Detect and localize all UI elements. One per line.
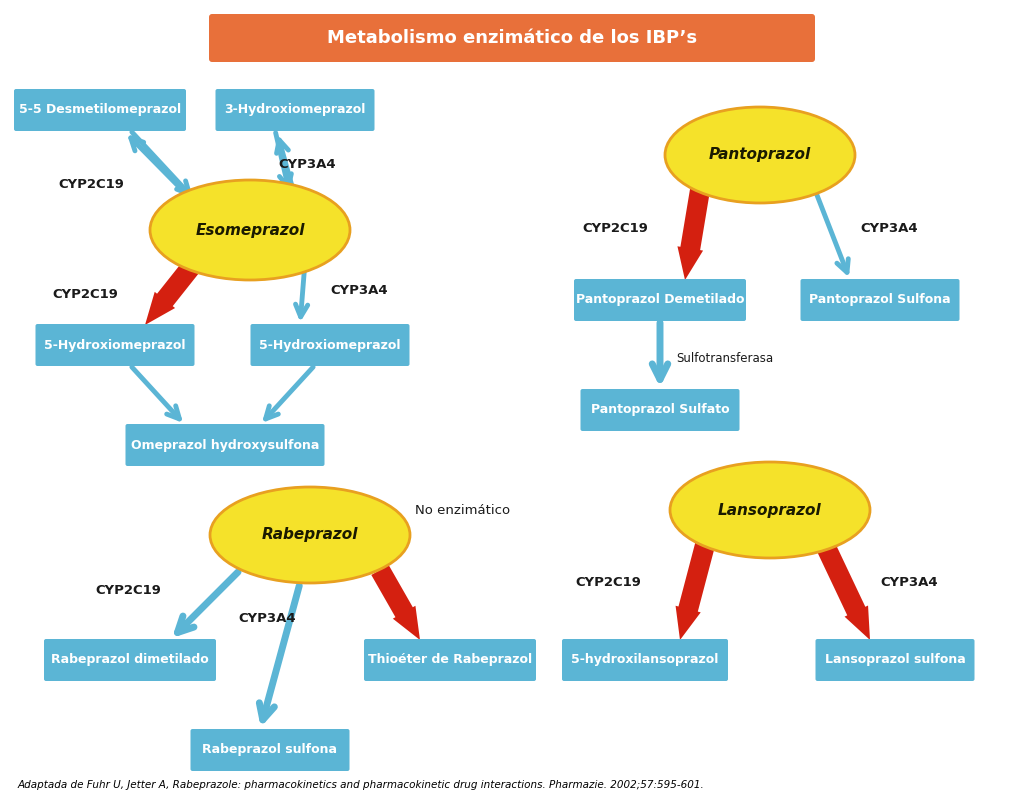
Text: 5-hydroxilansoprazol: 5-hydroxilansoprazol bbox=[571, 654, 719, 666]
Ellipse shape bbox=[150, 180, 350, 280]
FancyBboxPatch shape bbox=[14, 89, 186, 131]
Text: Lansoprazol: Lansoprazol bbox=[718, 503, 822, 517]
FancyBboxPatch shape bbox=[44, 639, 216, 681]
Text: CYP2C19: CYP2C19 bbox=[58, 179, 124, 192]
Ellipse shape bbox=[210, 487, 410, 583]
Text: Omeprazol hydroxysulfona: Omeprazol hydroxysulfona bbox=[131, 438, 319, 452]
Text: CYP2C19: CYP2C19 bbox=[52, 289, 118, 302]
Text: CYP3A4: CYP3A4 bbox=[238, 611, 296, 625]
FancyBboxPatch shape bbox=[126, 424, 325, 466]
FancyArrow shape bbox=[678, 188, 710, 280]
Text: Pantoprazol Demetilado: Pantoprazol Demetilado bbox=[575, 294, 744, 306]
FancyArrow shape bbox=[372, 565, 420, 640]
Text: CYP3A4: CYP3A4 bbox=[330, 283, 388, 297]
Text: Rabeprazol dimetilado: Rabeprazol dimetilado bbox=[51, 654, 209, 666]
Text: 5-Hydroxiomeprazol: 5-Hydroxiomeprazol bbox=[44, 338, 185, 351]
FancyArrow shape bbox=[145, 256, 203, 325]
FancyBboxPatch shape bbox=[574, 279, 746, 321]
FancyBboxPatch shape bbox=[801, 279, 959, 321]
Text: Lansoprazol sulfona: Lansoprazol sulfona bbox=[824, 654, 966, 666]
Text: CYP3A4: CYP3A4 bbox=[880, 576, 938, 590]
Text: Pantoprazol Sulfona: Pantoprazol Sulfona bbox=[809, 294, 951, 306]
FancyBboxPatch shape bbox=[190, 729, 349, 771]
FancyBboxPatch shape bbox=[36, 324, 195, 366]
Text: Pantoprazol: Pantoprazol bbox=[709, 148, 811, 163]
Text: Rabeprazol sulfona: Rabeprazol sulfona bbox=[203, 744, 338, 757]
Text: Sulfotransferasa: Sulfotransferasa bbox=[676, 351, 773, 365]
Text: Metabolismo enzimático de los IBP’s: Metabolismo enzimático de los IBP’s bbox=[327, 29, 697, 47]
Ellipse shape bbox=[670, 462, 870, 558]
Text: CYP2C19: CYP2C19 bbox=[95, 583, 161, 596]
Text: CYP3A4: CYP3A4 bbox=[860, 222, 918, 235]
FancyBboxPatch shape bbox=[364, 639, 536, 681]
FancyBboxPatch shape bbox=[562, 639, 728, 681]
Text: Adaptada de Fuhr U, Jetter A, Rabeprazole: pharmacokinetics and pharmacokinetic : Adaptada de Fuhr U, Jetter A, Rabeprazol… bbox=[18, 780, 705, 790]
Text: Rabeprazol: Rabeprazol bbox=[262, 527, 358, 543]
FancyBboxPatch shape bbox=[215, 89, 375, 131]
Text: Esomeprazol: Esomeprazol bbox=[196, 223, 305, 238]
FancyBboxPatch shape bbox=[581, 389, 739, 431]
Text: No enzimático: No enzimático bbox=[415, 504, 510, 516]
FancyArrow shape bbox=[676, 543, 715, 640]
FancyArrow shape bbox=[816, 541, 870, 640]
Text: 3-Hydroxiomeprazol: 3-Hydroxiomeprazol bbox=[224, 104, 366, 117]
Text: CYP2C19: CYP2C19 bbox=[575, 576, 641, 590]
Text: Thioéter de Rabeprazol: Thioéter de Rabeprazol bbox=[368, 654, 532, 666]
FancyBboxPatch shape bbox=[815, 639, 975, 681]
Text: Pantoprazol Sulfato: Pantoprazol Sulfato bbox=[591, 404, 729, 417]
Text: 5-Hydroxiomeprazol: 5-Hydroxiomeprazol bbox=[259, 338, 400, 351]
Text: 5-5 Desmetilomeprazol: 5-5 Desmetilomeprazol bbox=[18, 104, 181, 117]
FancyBboxPatch shape bbox=[209, 14, 815, 62]
Ellipse shape bbox=[665, 107, 855, 203]
Text: CYP3A4: CYP3A4 bbox=[278, 159, 336, 172]
FancyBboxPatch shape bbox=[251, 324, 410, 366]
Text: CYP2C19: CYP2C19 bbox=[582, 222, 648, 235]
